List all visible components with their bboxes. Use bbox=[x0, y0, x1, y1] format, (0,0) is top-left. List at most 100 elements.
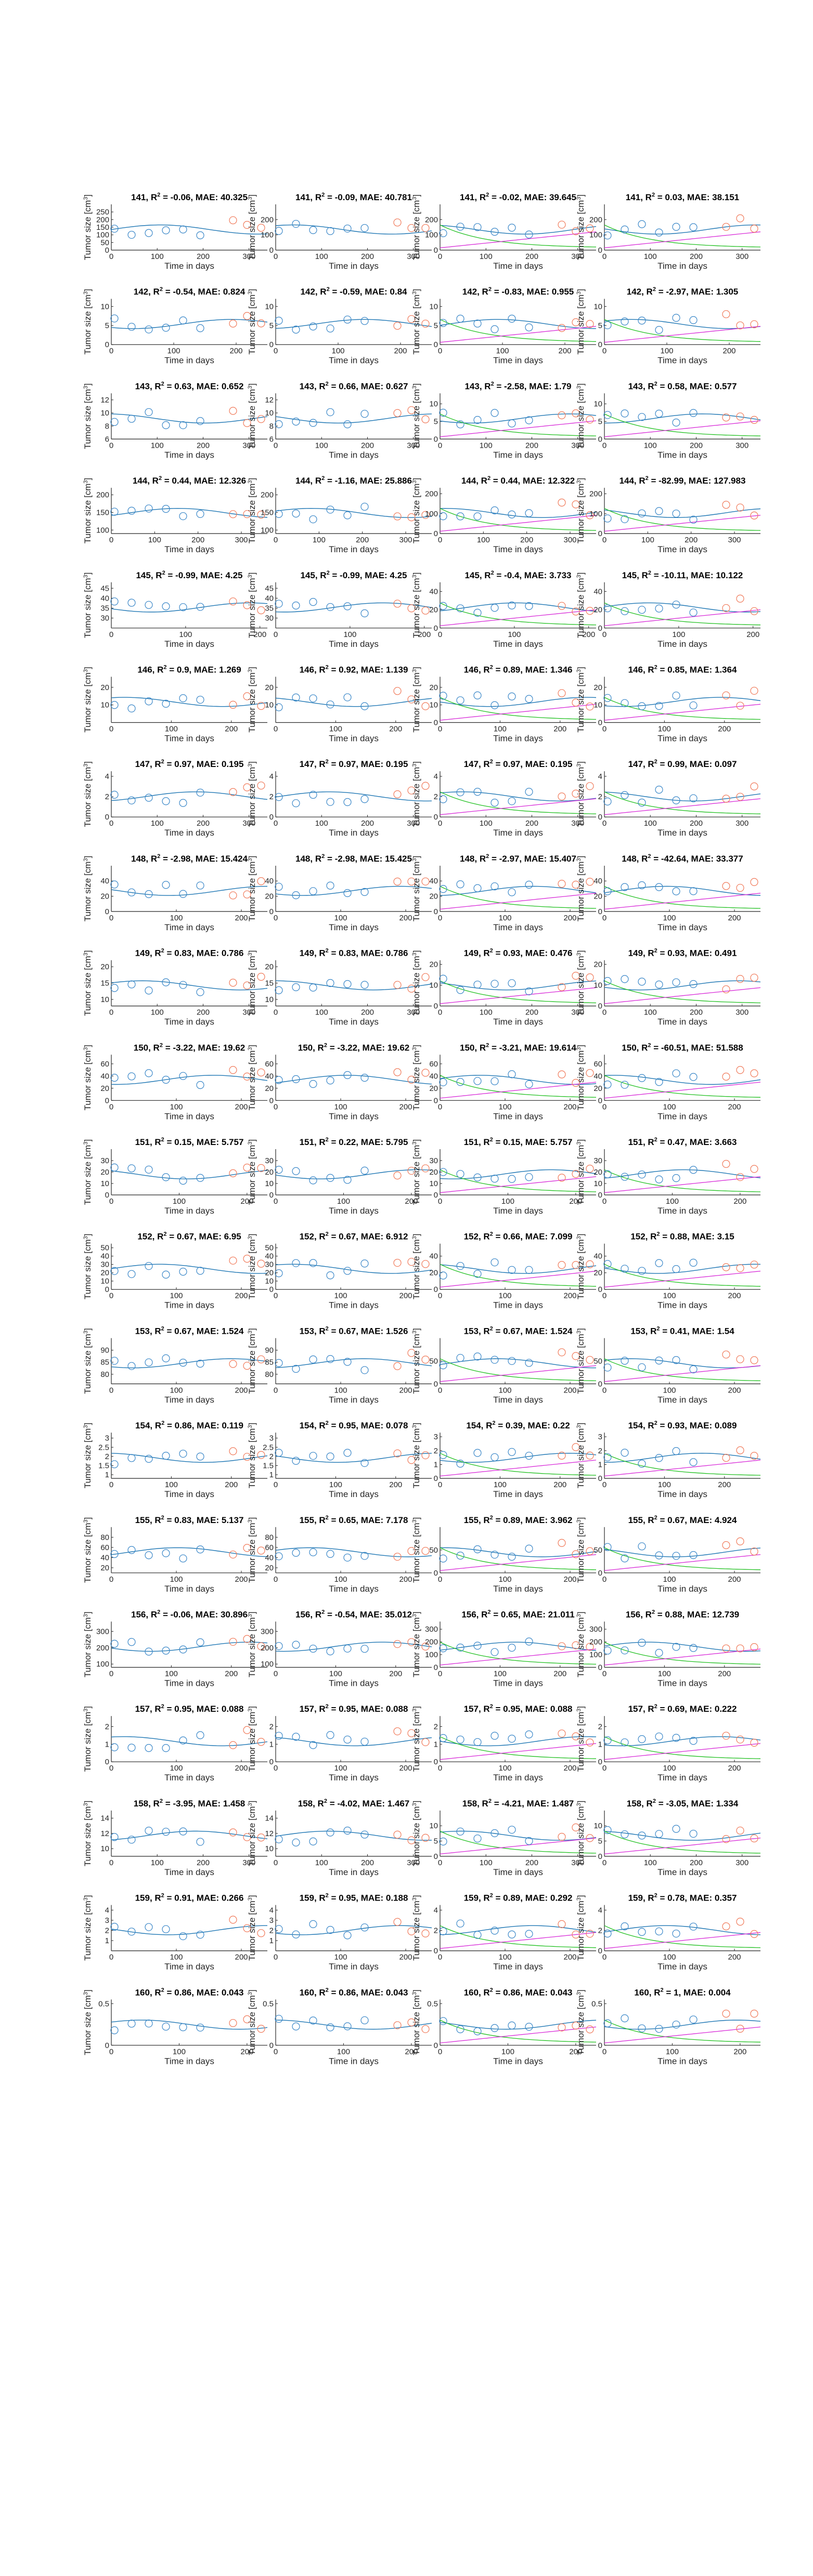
held-out-point bbox=[257, 1833, 265, 1842]
subplot-title: 160, R2 = 0.86, MAE: 0.043 bbox=[300, 1987, 408, 1997]
held-out-point bbox=[586, 224, 594, 232]
subplot-title: 156, R2 = -0.06, MAE: 30.896 bbox=[131, 1609, 248, 1620]
held-out-point bbox=[750, 878, 758, 886]
y-axis-label: Tumor size [cm3] bbox=[411, 1139, 421, 1205]
fit-line bbox=[604, 980, 761, 991]
x-axis-label: Time in days bbox=[329, 922, 379, 932]
observed-point bbox=[603, 1453, 612, 1462]
fit-line bbox=[604, 508, 761, 518]
held-out-point bbox=[229, 1169, 237, 1178]
fit-line bbox=[275, 980, 432, 991]
observed-point bbox=[309, 226, 317, 235]
y-tick-label: 150 bbox=[261, 508, 274, 517]
held-out-point bbox=[586, 1643, 594, 1651]
observed-point bbox=[672, 1174, 680, 1182]
y-tick-label: 40 bbox=[100, 594, 109, 603]
x-tick-label: 100 bbox=[480, 441, 493, 450]
x-tick-label: 300 bbox=[728, 536, 741, 544]
observed-point bbox=[275, 882, 283, 891]
fit-line bbox=[440, 508, 597, 518]
observed-point bbox=[456, 1827, 464, 1836]
fit-line bbox=[111, 319, 268, 329]
y-tick-label: 10 bbox=[265, 302, 274, 311]
x-tick-label: 200 bbox=[405, 2047, 418, 2056]
x-tick-label: 0 bbox=[274, 1102, 278, 1111]
observed-point bbox=[196, 1359, 204, 1368]
y-axis-label: Tumor size [cm3] bbox=[83, 950, 93, 1016]
held-out-point bbox=[421, 606, 430, 615]
observed-point bbox=[638, 1363, 646, 1372]
held-out-point bbox=[421, 1356, 430, 1364]
observed-point bbox=[196, 603, 204, 611]
observed-point bbox=[473, 608, 482, 617]
resistant-component-line bbox=[440, 1460, 597, 1477]
held-out-point bbox=[558, 1174, 566, 1182]
observed-point bbox=[127, 1270, 136, 1278]
x-tick-label: 0 bbox=[274, 725, 278, 734]
held-out-point bbox=[722, 1072, 730, 1081]
held-out-point bbox=[421, 224, 430, 232]
observed-point bbox=[439, 1837, 447, 1846]
x-axis-label: Time in days bbox=[493, 1679, 543, 1688]
x-axis-label: Time in days bbox=[493, 1584, 543, 1594]
observed-point bbox=[689, 1258, 698, 1267]
held-out-point bbox=[243, 1635, 251, 1643]
observed-point bbox=[508, 601, 516, 609]
held-out-point bbox=[407, 877, 416, 886]
observed-point bbox=[309, 1259, 317, 1267]
held-out-point bbox=[750, 225, 758, 233]
x-tick-label: 100 bbox=[167, 347, 180, 356]
y-axis-label: Tumor size [cm3] bbox=[83, 194, 93, 260]
resistant-component-line bbox=[604, 1082, 761, 1099]
x-tick-label: 0 bbox=[438, 1953, 442, 1962]
observed-point bbox=[508, 1826, 516, 1834]
fit-line bbox=[275, 697, 432, 707]
y-tick-label: 80 bbox=[100, 1533, 109, 1542]
y-tick-label: 0 bbox=[269, 907, 274, 916]
observed-point bbox=[145, 229, 153, 237]
subplot-title: 144, R2 = 0.44, MAE: 12.326 bbox=[133, 475, 246, 486]
y-axis-label: Tumor size [cm3] bbox=[83, 1233, 93, 1299]
x-tick-label: 200 bbox=[553, 1480, 566, 1489]
observed-point bbox=[343, 1358, 352, 1366]
held-out-point bbox=[558, 1832, 566, 1841]
y-axis-label: Tumor size [cm3] bbox=[576, 194, 586, 260]
sensitive-component-line bbox=[440, 319, 597, 342]
observed-point bbox=[292, 1456, 300, 1465]
x-tick-label: 0 bbox=[109, 630, 113, 639]
held-out-point bbox=[407, 1547, 416, 1555]
observed-point bbox=[672, 692, 680, 700]
y-tick-label: 2 bbox=[105, 1723, 109, 1732]
x-tick-label: 100 bbox=[480, 1008, 493, 1017]
observed-point bbox=[525, 1266, 533, 1274]
observed-point bbox=[473, 319, 482, 328]
observed-point bbox=[525, 1359, 533, 1367]
observed-point bbox=[343, 1176, 352, 1184]
x-tick-label: 0 bbox=[602, 1292, 606, 1300]
held-out-point bbox=[407, 406, 416, 414]
y-tick-label: 5 bbox=[105, 321, 109, 330]
x-tick-label: 200 bbox=[197, 1858, 210, 1867]
y-tick-label: 2 bbox=[598, 1723, 602, 1732]
x-tick-label: 100 bbox=[329, 1670, 342, 1679]
resistant-component-line bbox=[440, 1554, 597, 1571]
subplot-title: 152, R2 = 0.88, MAE: 3.15 bbox=[630, 1231, 734, 1242]
held-out-point bbox=[572, 409, 580, 418]
y-axis-label: Tumor size [cm3] bbox=[83, 383, 93, 449]
observed-point bbox=[292, 1641, 300, 1649]
observed-point bbox=[292, 983, 300, 992]
fit-line bbox=[604, 1075, 761, 1085]
observed-point bbox=[196, 1931, 204, 1939]
y-tick-label: 0 bbox=[598, 1947, 602, 1956]
observed-point bbox=[473, 415, 482, 424]
subplot-title: 143, R2 = 0.66, MAE: 0.627 bbox=[300, 381, 408, 391]
held-out-point bbox=[586, 1451, 594, 1460]
x-axis-label: Time in days bbox=[493, 1395, 543, 1404]
observed-point bbox=[162, 1744, 170, 1752]
x-tick-label: 200 bbox=[690, 441, 703, 450]
x-tick-label: 200 bbox=[389, 1670, 402, 1679]
